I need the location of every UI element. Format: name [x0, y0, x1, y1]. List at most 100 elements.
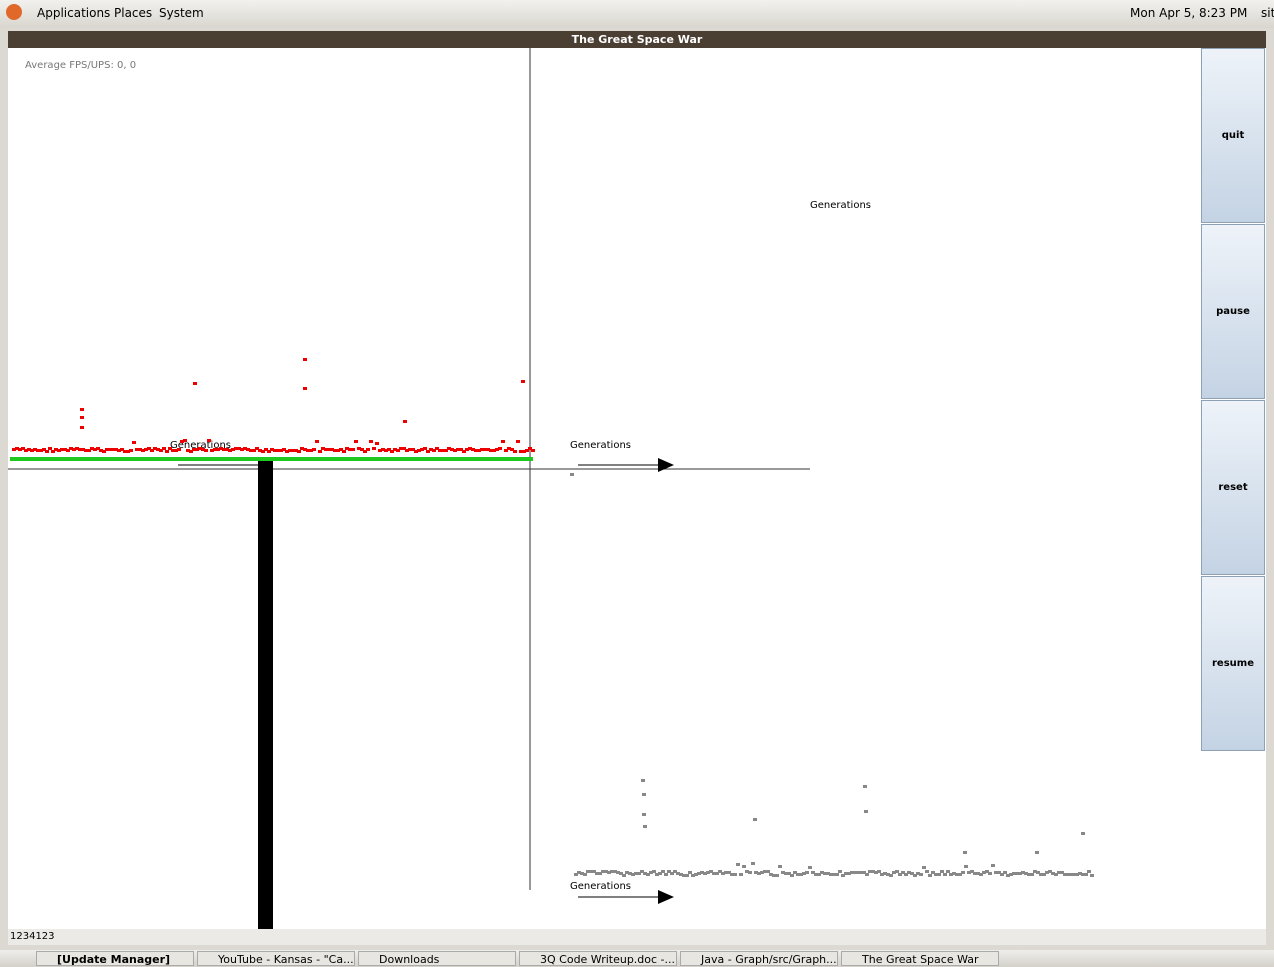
dot — [516, 440, 520, 443]
dot — [863, 785, 867, 788]
dot — [643, 825, 647, 828]
dot — [312, 448, 316, 451]
dot — [521, 380, 525, 383]
dot — [733, 873, 737, 876]
dot — [685, 874, 689, 877]
dot — [132, 441, 136, 444]
dot — [919, 873, 923, 876]
graph-label: Generations — [570, 881, 631, 892]
dot — [940, 870, 944, 873]
status-bar: 1234123 — [8, 929, 1266, 945]
dot — [805, 871, 809, 874]
dot — [583, 873, 587, 876]
dot — [652, 870, 656, 873]
dot — [922, 866, 926, 869]
dot — [1090, 874, 1094, 877]
task[interactable]: Downloads — [358, 951, 516, 966]
dot — [315, 440, 319, 443]
dot — [129, 449, 133, 452]
reset-button[interactable]: reset — [1201, 400, 1265, 575]
dot — [1035, 851, 1039, 854]
task[interactable]: The Great Space War — [841, 951, 999, 966]
dot — [297, 450, 301, 453]
dot — [183, 439, 187, 442]
dot — [835, 873, 839, 876]
dot — [961, 871, 965, 874]
arrow-head — [658, 890, 674, 904]
dot — [501, 440, 505, 443]
menu[interactable]: Applications — [37, 6, 110, 20]
dot — [1087, 870, 1091, 873]
task[interactable]: Java - Graph/src/Graph... — [680, 951, 838, 966]
dot — [531, 449, 535, 452]
dot — [742, 865, 746, 868]
fps-label: Average FPS/UPS: 0, 0 — [25, 60, 136, 71]
dot — [1003, 871, 1007, 874]
button-panel: quit pause reset resume — [1201, 48, 1266, 929]
dot — [403, 420, 407, 423]
task[interactable]: 3Q Code Writeup.doc -... — [519, 951, 677, 966]
dot — [928, 874, 932, 877]
ubuntu-logo — [6, 4, 22, 20]
dot — [318, 450, 322, 453]
dot — [889, 874, 893, 877]
dot — [303, 358, 307, 361]
dot — [80, 408, 84, 411]
dot — [498, 447, 502, 450]
task[interactable]: YouTube - Kansas - "Ca... — [197, 951, 355, 966]
dot — [688, 871, 692, 874]
dot — [48, 447, 52, 450]
dot — [375, 442, 379, 445]
dot — [925, 870, 929, 873]
dot — [513, 450, 517, 453]
arrow-head — [658, 458, 674, 472]
dot — [748, 871, 752, 874]
dot — [165, 450, 169, 453]
dot — [622, 874, 626, 877]
graph-area: Average FPS/UPS: 0, 0 Generations Genera… — [8, 48, 1201, 929]
desktop: Applications Places System Mon Apr 5, 8:… — [0, 0, 1274, 967]
dot — [80, 416, 84, 419]
dot — [736, 863, 740, 866]
dot — [570, 473, 574, 476]
dot — [790, 874, 794, 877]
user[interactable]: sit — [1261, 6, 1274, 20]
dot — [162, 447, 166, 450]
dot — [943, 873, 947, 876]
dot — [946, 870, 950, 873]
clock[interactable]: Mon Apr 5, 8:23 PM — [1130, 6, 1247, 20]
dot — [778, 865, 782, 868]
dot — [753, 818, 757, 821]
dot — [369, 440, 373, 443]
dot — [342, 450, 346, 453]
dot — [45, 450, 49, 453]
dot — [1081, 832, 1085, 835]
dot — [664, 873, 668, 876]
graph-label: Generations — [570, 440, 631, 451]
window-title: The Great Space War — [8, 31, 1266, 48]
dot — [303, 387, 307, 390]
graph-label: Generations — [810, 200, 871, 211]
dot — [864, 810, 868, 813]
dot — [739, 873, 743, 876]
resume-button[interactable]: resume — [1201, 576, 1265, 751]
dot — [193, 382, 197, 385]
dot — [988, 872, 992, 875]
task[interactable]: [Update Manager] — [36, 951, 194, 966]
dot — [642, 813, 646, 816]
menu[interactable]: Places — [114, 6, 152, 20]
quit-button[interactable]: quit — [1201, 48, 1265, 223]
dot — [963, 851, 967, 854]
dot — [877, 870, 881, 873]
dot — [964, 865, 968, 868]
dot — [865, 873, 869, 876]
dot — [766, 870, 770, 873]
dot — [1084, 873, 1088, 876]
pause-button[interactable]: pause — [1201, 224, 1265, 399]
dot — [366, 448, 370, 451]
top-panel: Applications Places System Mon Apr 5, 8:… — [0, 0, 1274, 28]
bar — [258, 458, 273, 929]
dot — [642, 793, 646, 796]
dot — [354, 440, 358, 443]
menu[interactable]: System — [159, 6, 204, 20]
